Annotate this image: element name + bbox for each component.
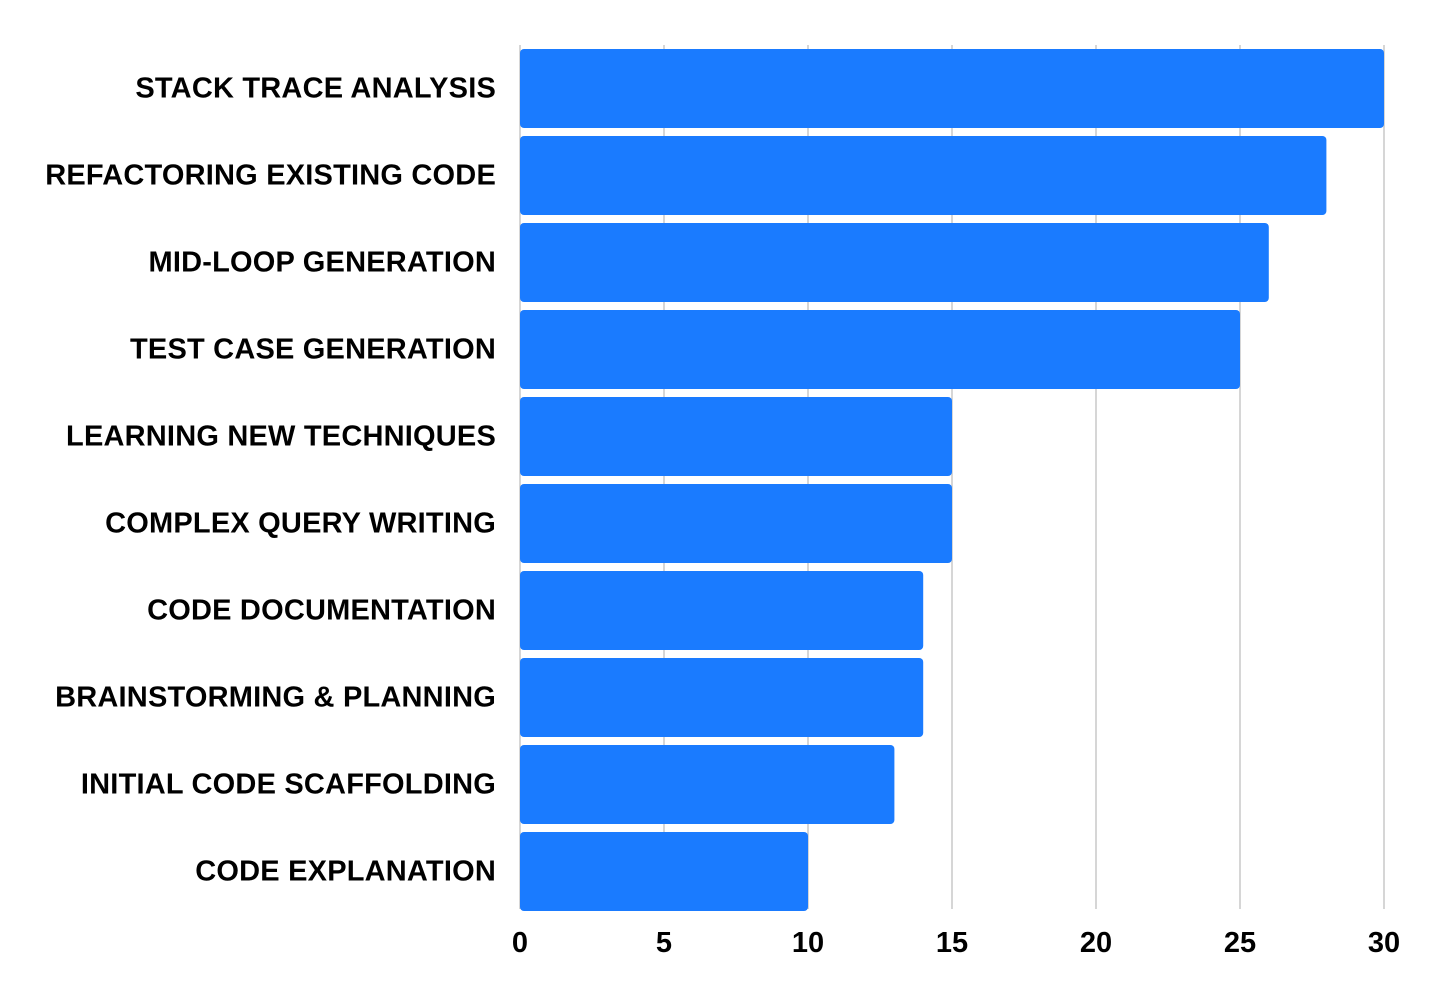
- bar: [520, 832, 808, 911]
- x-tick-label: 15: [936, 927, 968, 959]
- x-tick-label: 10: [792, 927, 824, 959]
- category-label: REFACTORING EXISTING CODE: [45, 160, 496, 192]
- category-label: LEARNING NEW TECHNIQUES: [66, 421, 496, 453]
- bar: [520, 745, 895, 824]
- category-label: CODE DOCUMENTATION: [147, 595, 496, 627]
- category-label: CODE EXPLANATION: [195, 856, 496, 888]
- bars: [520, 49, 1384, 911]
- category-label: COMPLEX QUERY WRITING: [105, 508, 496, 540]
- x-tick-label: 25: [1224, 927, 1256, 959]
- category-label: TEST CASE GENERATION: [130, 334, 496, 366]
- category-labels: STACK TRACE ANALYSIS REFACTORING EXISTING…: [45, 73, 496, 888]
- category-label: INITIAL CODE SCAFFOLDING: [81, 769, 496, 801]
- bar: [520, 310, 1240, 389]
- category-label: MID-LOOP GENERATION: [148, 247, 496, 279]
- bar: [520, 658, 924, 737]
- bar: [520, 397, 952, 476]
- category-label: STACK TRACE ANALYSIS: [135, 73, 496, 105]
- x-tick-label: 20: [1080, 927, 1112, 959]
- x-tick-label: 30: [1368, 927, 1400, 959]
- x-tick-label: 5: [656, 927, 672, 959]
- bar: [520, 136, 1327, 215]
- category-label: BRAINSTORMING & PLANNING: [55, 682, 496, 714]
- bar: [520, 484, 952, 563]
- bar: [520, 571, 924, 650]
- x-tick-label: 0: [512, 927, 528, 959]
- bar: [520, 49, 1384, 128]
- x-axis-ticks: 0 5 10 15 20 25 30: [512, 927, 1400, 959]
- bar: [520, 223, 1269, 302]
